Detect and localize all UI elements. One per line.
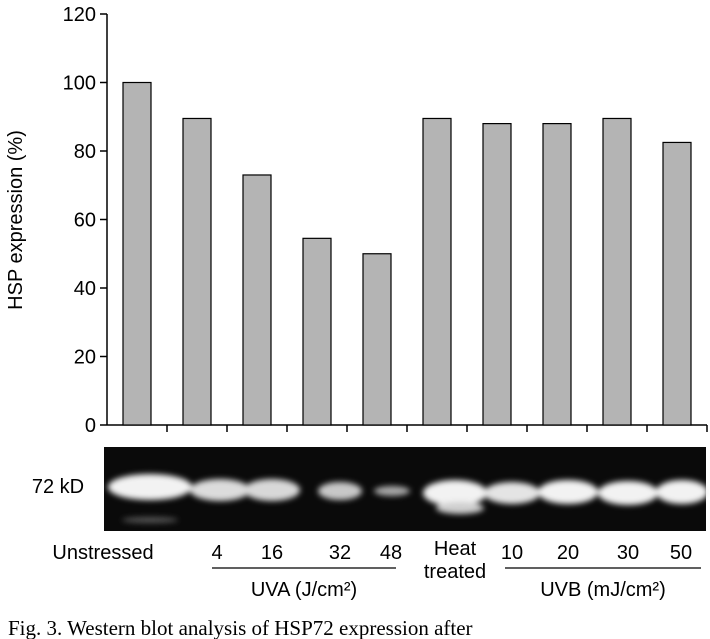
bar [182,117,212,426]
blot-label: 72 kD [32,476,84,498]
y-tick-label: 100 [63,73,96,95]
y-tick-label: 0 [85,415,96,437]
x-tick-label: 48 [380,542,402,564]
bar [482,122,512,426]
y-tick-label: 60 [74,210,96,232]
x-tick-label: 32 [329,542,351,564]
y-axis-label: HSP expression (%) [5,130,27,310]
x-tick-label: 10 [501,542,523,564]
caption: Fig. 3. Western blot analysis of HSP72 e… [8,616,473,639]
western-blot [104,447,708,531]
bar [602,117,632,426]
x-tick-label: Heat treated [423,538,487,583]
y-tick-label: 40 [74,278,96,300]
bar [242,174,272,426]
x-tick-label: 20 [557,542,579,564]
bar [302,237,332,426]
y-tick-label: 120 [63,4,96,26]
bar [122,81,152,426]
x-tick-label: 4 [211,542,222,564]
x-tick-label: Unstressed [52,542,153,564]
x-tick-label-wrap: Heat treated [423,538,487,583]
y-tick-label: 80 [74,141,96,163]
x-tick-label: 30 [617,542,639,564]
bar [362,253,392,426]
group-label: UVB (mJ/cm²) [540,579,666,601]
group-label: UVA (J/cm²) [251,579,357,601]
bar [542,122,572,426]
x-tick-label: 50 [670,542,692,564]
bar [422,117,452,426]
x-tick-label: 16 [261,542,283,564]
y-tick-label: 20 [74,347,96,369]
bar [662,141,692,426]
